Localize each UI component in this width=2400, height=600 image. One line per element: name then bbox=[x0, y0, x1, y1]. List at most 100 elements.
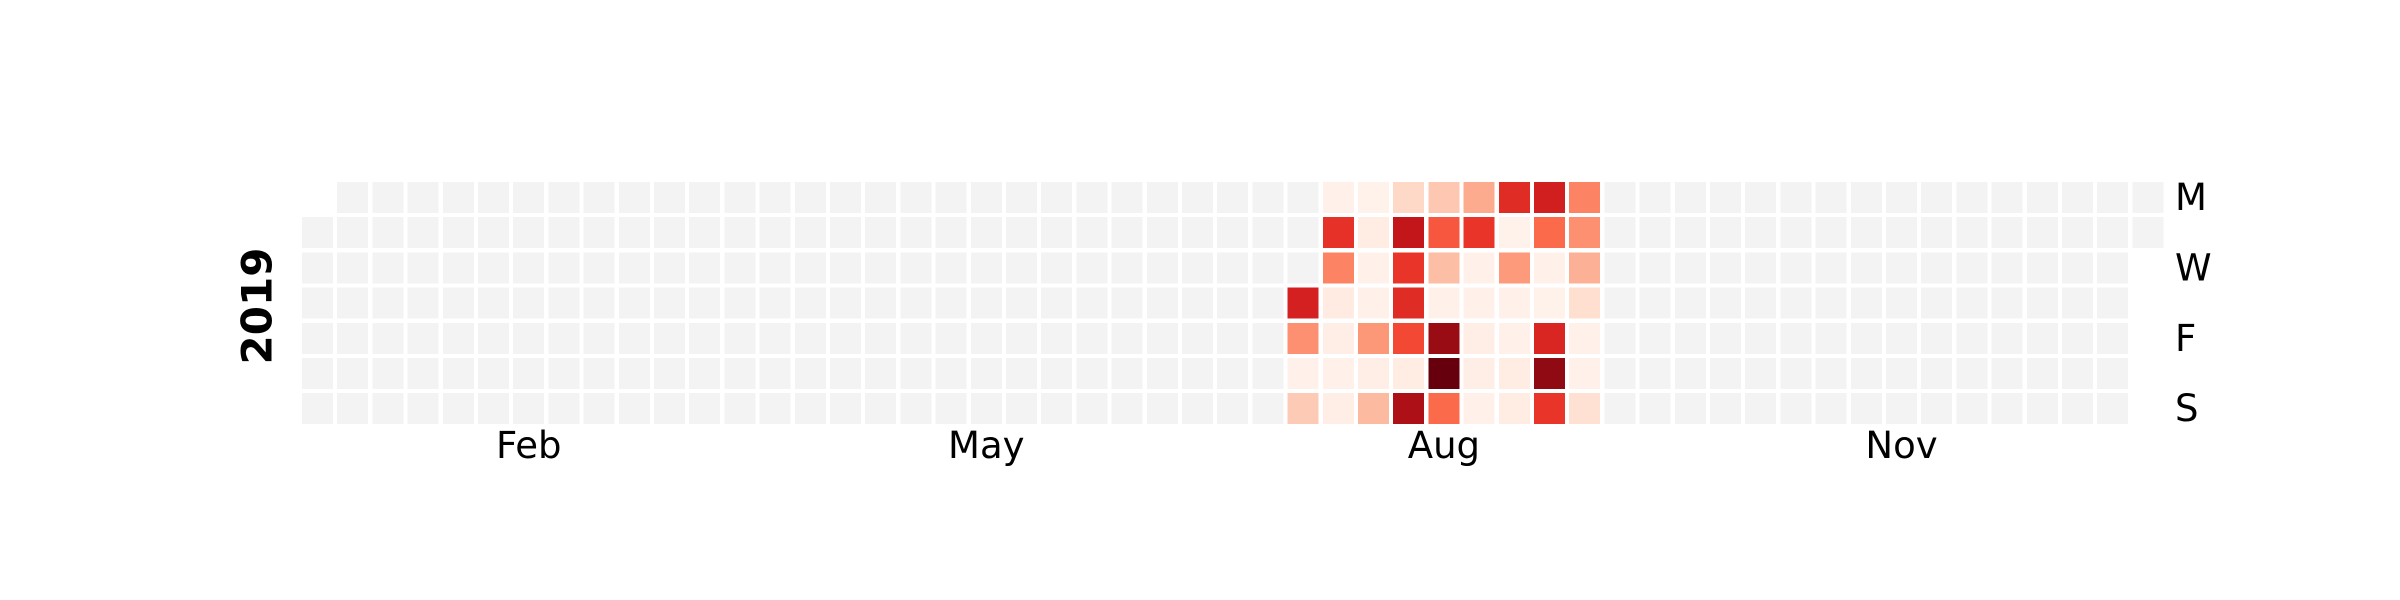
heatmap-cell bbox=[1639, 287, 1671, 319]
heatmap-cell bbox=[1991, 287, 2023, 319]
heatmap-cell bbox=[1393, 182, 1425, 213]
heatmap-cell bbox=[548, 217, 580, 249]
heatmap-cell bbox=[1674, 182, 1706, 213]
heatmap-cell bbox=[759, 393, 791, 425]
heatmap-cell bbox=[372, 252, 404, 284]
heatmap-cell bbox=[759, 287, 791, 319]
heatmap-cell bbox=[900, 252, 932, 284]
weekday-label: F bbox=[2175, 317, 2196, 360]
heatmap-cell bbox=[1252, 252, 1284, 284]
heatmap-cell bbox=[1886, 287, 1917, 319]
heatmap-cell bbox=[794, 393, 826, 425]
heatmap-cell bbox=[1534, 393, 1565, 425]
heatmap-cell bbox=[1745, 358, 1777, 389]
heatmap-cell bbox=[2097, 252, 2129, 284]
heatmap-cell bbox=[548, 182, 580, 213]
heatmap-cell bbox=[830, 252, 861, 284]
heatmap-cell bbox=[548, 393, 580, 425]
heatmap-cell bbox=[442, 217, 474, 249]
heatmap-cell bbox=[513, 393, 545, 425]
heatmap-cell bbox=[1006, 287, 1037, 319]
heatmap-cell bbox=[1111, 252, 1143, 284]
heatmap-cell bbox=[1463, 393, 1495, 425]
heatmap-cell bbox=[900, 393, 932, 425]
heatmap-cell bbox=[372, 287, 404, 319]
heatmap-cell bbox=[1921, 182, 1953, 213]
heatmap-cells bbox=[302, 182, 2164, 425]
heatmap-cell bbox=[1146, 322, 1178, 354]
heatmap-cell bbox=[1182, 358, 1213, 389]
heatmap-cell bbox=[1146, 252, 1178, 284]
heatmap-cell bbox=[337, 252, 369, 284]
heatmap-cell bbox=[1674, 287, 1706, 319]
heatmap-cell bbox=[1745, 182, 1777, 213]
heatmap-cell bbox=[1956, 182, 1988, 213]
month-labels: Feb May Aug Nov bbox=[496, 424, 1938, 467]
month-label: Nov bbox=[1865, 424, 1937, 467]
heatmap-cell bbox=[1850, 287, 1882, 319]
heatmap-cell bbox=[1815, 287, 1847, 319]
heatmap-cell bbox=[1850, 182, 1882, 213]
heatmap-cell bbox=[1534, 322, 1565, 354]
heatmap-cell bbox=[1217, 217, 1249, 249]
heatmap-cell bbox=[2026, 322, 2058, 354]
heatmap-cell bbox=[1956, 252, 1988, 284]
heatmap-cell bbox=[830, 287, 861, 319]
weekday-label: M bbox=[2175, 176, 2207, 219]
heatmap-cell bbox=[865, 217, 897, 249]
heatmap-cell bbox=[1674, 322, 1706, 354]
heatmap-cell bbox=[1674, 393, 1706, 425]
heatmap-cell bbox=[1850, 252, 1882, 284]
heatmap-cell bbox=[478, 358, 509, 389]
heatmap-cell bbox=[618, 358, 650, 389]
heatmap-cell bbox=[442, 252, 474, 284]
heatmap-cell bbox=[2026, 393, 2058, 425]
heatmap-cell bbox=[1498, 287, 1530, 319]
heatmap-cell bbox=[759, 182, 791, 213]
heatmap-cell bbox=[1745, 322, 1777, 354]
heatmap-cell bbox=[1534, 358, 1565, 389]
heatmap-cell bbox=[1111, 287, 1143, 319]
heatmap-cell bbox=[1428, 358, 1460, 389]
heatmap-cell bbox=[1041, 217, 1073, 249]
heatmap-cell bbox=[1358, 287, 1389, 319]
heatmap-cell bbox=[1252, 393, 1284, 425]
heatmap-cell bbox=[1780, 358, 1812, 389]
heatmap-cell bbox=[724, 358, 756, 389]
heatmap-cell bbox=[1287, 287, 1319, 319]
heatmap-cell bbox=[1076, 182, 1108, 213]
heatmap-cell bbox=[1956, 358, 1988, 389]
heatmap-cell bbox=[548, 322, 580, 354]
heatmap-cell bbox=[1322, 182, 1354, 213]
heatmap-cell bbox=[1463, 182, 1495, 213]
heatmap-cell bbox=[1886, 182, 1917, 213]
heatmap-cell bbox=[1182, 182, 1213, 213]
heatmap-cell bbox=[1322, 393, 1354, 425]
heatmap-cell bbox=[1498, 358, 1530, 389]
heatmap-cell bbox=[1428, 393, 1460, 425]
heatmap-cell bbox=[2026, 358, 2058, 389]
heatmap-cell bbox=[372, 358, 404, 389]
heatmap-cell bbox=[442, 358, 474, 389]
heatmap-cell bbox=[1674, 358, 1706, 389]
heatmap-cell bbox=[1569, 322, 1601, 354]
heatmap-cell bbox=[865, 358, 897, 389]
heatmap-cell bbox=[1182, 217, 1213, 249]
heatmap-cell bbox=[794, 182, 826, 213]
heatmap-cell bbox=[1006, 393, 1037, 425]
heatmap-cell bbox=[1604, 393, 1636, 425]
heatmap-cell bbox=[724, 217, 756, 249]
heatmap-cell bbox=[1991, 322, 2023, 354]
heatmap-cell bbox=[1498, 393, 1530, 425]
heatmap-cell bbox=[1639, 358, 1671, 389]
heatmap-cell bbox=[1358, 358, 1389, 389]
heatmap-cell bbox=[1006, 358, 1037, 389]
heatmap-cell bbox=[1710, 358, 1741, 389]
heatmap-cell bbox=[618, 322, 650, 354]
heatmap-cell bbox=[654, 358, 685, 389]
heatmap-cell bbox=[1076, 393, 1108, 425]
heatmap-cell bbox=[1921, 393, 1953, 425]
heatmap-cell bbox=[935, 322, 967, 354]
heatmap-cell bbox=[478, 182, 509, 213]
heatmap-cell bbox=[935, 358, 967, 389]
